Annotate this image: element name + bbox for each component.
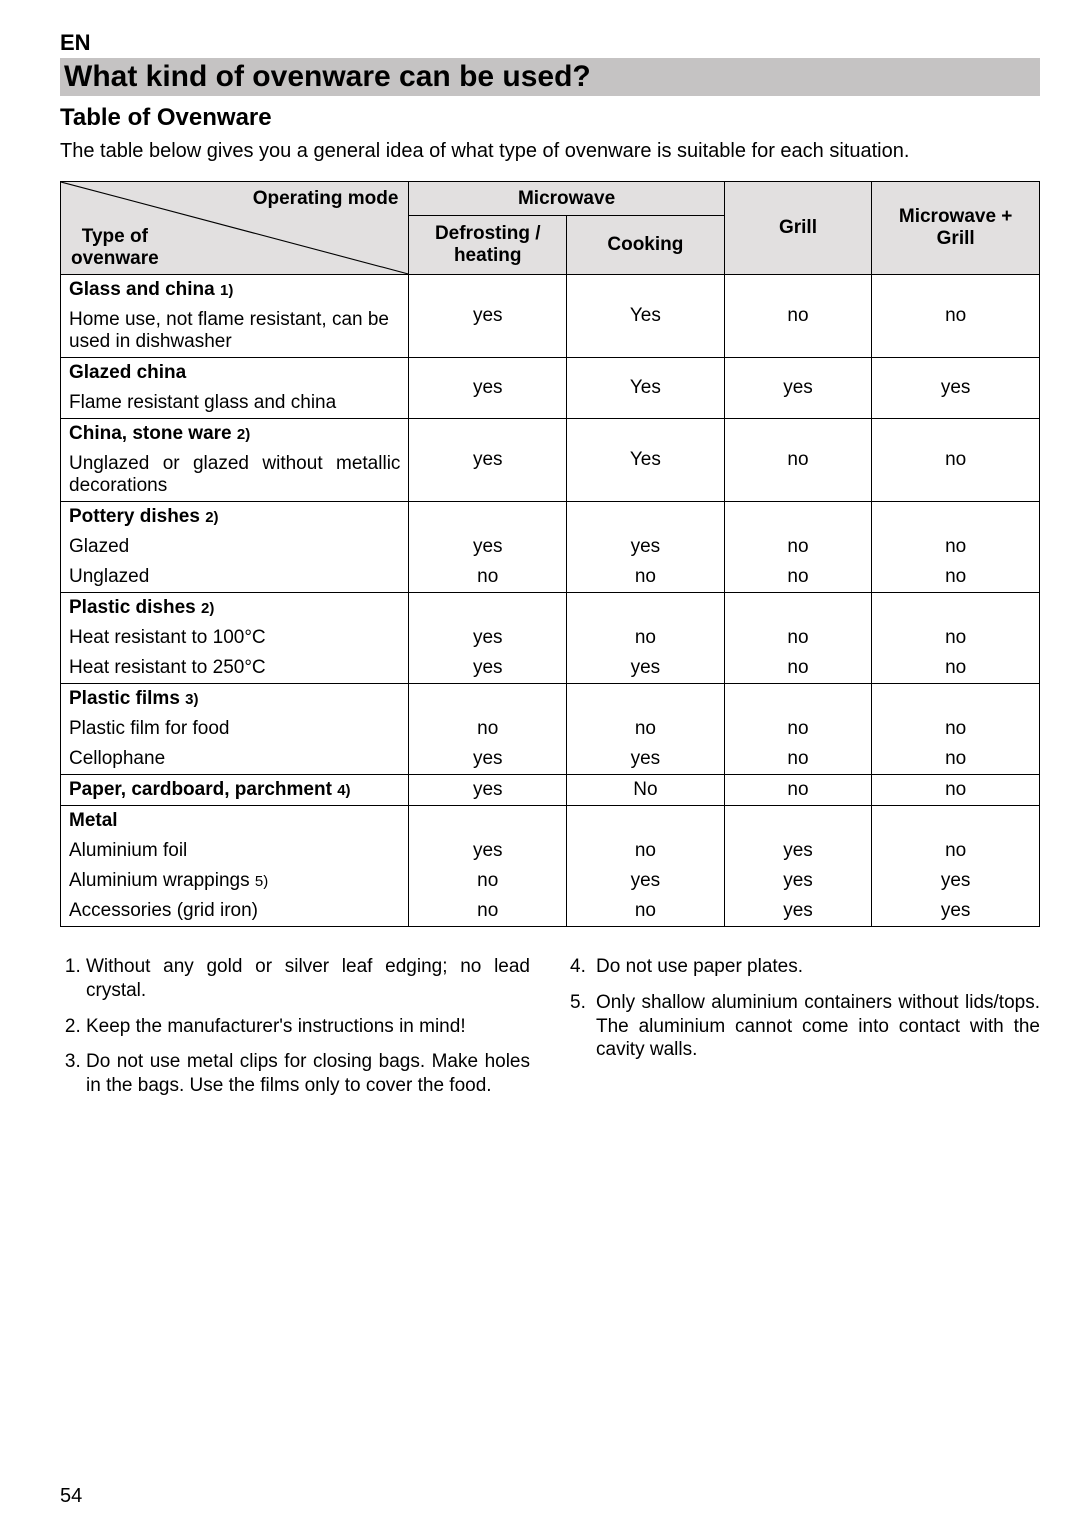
table-cell	[872, 502, 1040, 533]
film-food-label: Plastic film for food	[61, 714, 409, 744]
plastic-250-label: Heat resistant to 250°C	[61, 653, 409, 684]
sub-glazed-china: Flame resistant glass and china	[61, 388, 409, 419]
note-item: Keep the manufacturer's instructions in …	[86, 1015, 530, 1039]
table-cell: no	[409, 562, 567, 593]
table-cell	[724, 502, 872, 533]
group-plastic-dishes: Plastic dishes 2)	[61, 593, 409, 624]
table-cell: no	[724, 653, 872, 684]
plastic-100-label: Heat resistant to 100°C	[61, 623, 409, 653]
group-glass-china: Glass and china 1)	[61, 275, 409, 306]
table-cell: no	[724, 775, 872, 806]
table-cell: yes	[409, 623, 567, 653]
table-cell: yes	[409, 744, 567, 775]
notes-columns: Without any gold or silver leaf edging; …	[60, 955, 1040, 1110]
table-cell: no	[567, 714, 725, 744]
table-cell: no	[724, 275, 872, 358]
table-cell: no	[872, 714, 1040, 744]
notes-left: Without any gold or silver leaf edging; …	[60, 955, 530, 1110]
group-metal: Metal	[61, 806, 409, 837]
group-plastic-films: Plastic films 3)	[61, 684, 409, 715]
table-cell: no	[567, 562, 725, 593]
table-cell: yes	[872, 358, 1040, 419]
table-cell: yes	[567, 866, 725, 896]
table-cell: no	[872, 653, 1040, 684]
table-cell: yes	[872, 896, 1040, 927]
table-cell: no	[409, 714, 567, 744]
accessories-label: Accessories (grid iron)	[61, 896, 409, 927]
group-pottery: Pottery dishes 2)	[61, 502, 409, 533]
table-cell: no	[409, 866, 567, 896]
table-cell: yes	[409, 532, 567, 562]
ovenware-table: Operating mode Type of ovenware Microwav…	[60, 181, 1040, 927]
table-cell: no	[724, 714, 872, 744]
table-cell: no	[724, 623, 872, 653]
table-cell: yes	[724, 836, 872, 866]
table-cell: no	[872, 562, 1040, 593]
table-cell: yes	[409, 419, 567, 502]
table-cell: Yes	[567, 358, 725, 419]
table-cell: No	[567, 775, 725, 806]
notes-right: Do not use paper plates. Only shallow al…	[570, 955, 1040, 1110]
table-cell: no	[872, 836, 1040, 866]
document-page: EN What kind of ovenware can be used? Ta…	[0, 0, 1080, 1528]
aluminium-foil-label: Aluminium foil	[61, 836, 409, 866]
table-cell: no	[724, 744, 872, 775]
table-cell: no	[567, 896, 725, 927]
table-cell: no	[724, 419, 872, 502]
sub-glass-china: Home use, not flame resistant, can be us…	[61, 305, 409, 358]
table-cell: yes	[872, 866, 1040, 896]
header-microwave-grill: Microwave + Grill	[872, 182, 1040, 275]
table-cell: yes	[409, 358, 567, 419]
header-grill: Grill	[724, 182, 872, 275]
table-cell: Yes	[567, 275, 725, 358]
pottery-glazed-label: Glazed	[61, 532, 409, 562]
table-cell: yes	[567, 653, 725, 684]
header-defrost: Defrosting / heating	[409, 216, 567, 275]
table-cell: no	[872, 275, 1040, 358]
section-heading: What kind of ovenware can be used?	[60, 58, 1040, 96]
table-cell: no	[409, 896, 567, 927]
pottery-unglazed-label: Unglazed	[61, 562, 409, 593]
table-cell: yes	[724, 896, 872, 927]
group-stoneware: China, stone ware 2)	[61, 419, 409, 450]
table-cell: yes	[409, 836, 567, 866]
note-item: Without any gold or silver leaf edging; …	[86, 955, 530, 1003]
table-cell	[409, 502, 567, 533]
table-cell: no	[872, 623, 1040, 653]
table-cell: Yes	[567, 419, 725, 502]
note-item: Do not use paper plates.	[596, 955, 1040, 979]
table-cell: yes	[409, 275, 567, 358]
table-cell: yes	[567, 532, 725, 562]
aluminium-wrap-label: Aluminium wrappings 5)	[61, 866, 409, 896]
language-code: EN	[60, 30, 1040, 56]
table-cell: no	[724, 562, 872, 593]
operating-mode-label: Operating mode	[253, 188, 399, 210]
header-cooking: Cooking	[567, 216, 725, 275]
sub-heading: Table of Ovenware	[60, 104, 1040, 132]
table-cell: no	[872, 419, 1040, 502]
table-cell: no	[567, 623, 725, 653]
group-paper: Paper, cardboard, parchment 4)	[61, 775, 409, 806]
table-cell: yes	[724, 358, 872, 419]
table-cell: yes	[567, 744, 725, 775]
table-cell: no	[872, 775, 1040, 806]
cellophane-label: Cellophane	[61, 744, 409, 775]
header-microwave: Microwave	[409, 182, 724, 216]
table-cell: yes	[724, 866, 872, 896]
table-cell: yes	[409, 775, 567, 806]
note-item: Only shallow aluminium containers withou…	[596, 991, 1040, 1062]
note-item: Do not use metal clips for closing bags.…	[86, 1050, 530, 1098]
group-glazed-china: Glazed china	[61, 358, 409, 389]
table-cell: no	[872, 532, 1040, 562]
table-cell: no	[724, 532, 872, 562]
type-of-ovenware-label: Type of ovenware	[71, 226, 159, 270]
intro-text: The table below gives you a general idea…	[60, 140, 1040, 163]
table-cell	[567, 502, 725, 533]
page-number: 54	[60, 1485, 82, 1508]
table-cell: no	[872, 744, 1040, 775]
table-cell: no	[567, 836, 725, 866]
sub-stoneware: Unglazed or glazed without metallic deco…	[61, 449, 409, 502]
diagonal-header: Operating mode Type of ovenware	[61, 182, 409, 275]
table-cell: yes	[409, 653, 567, 684]
